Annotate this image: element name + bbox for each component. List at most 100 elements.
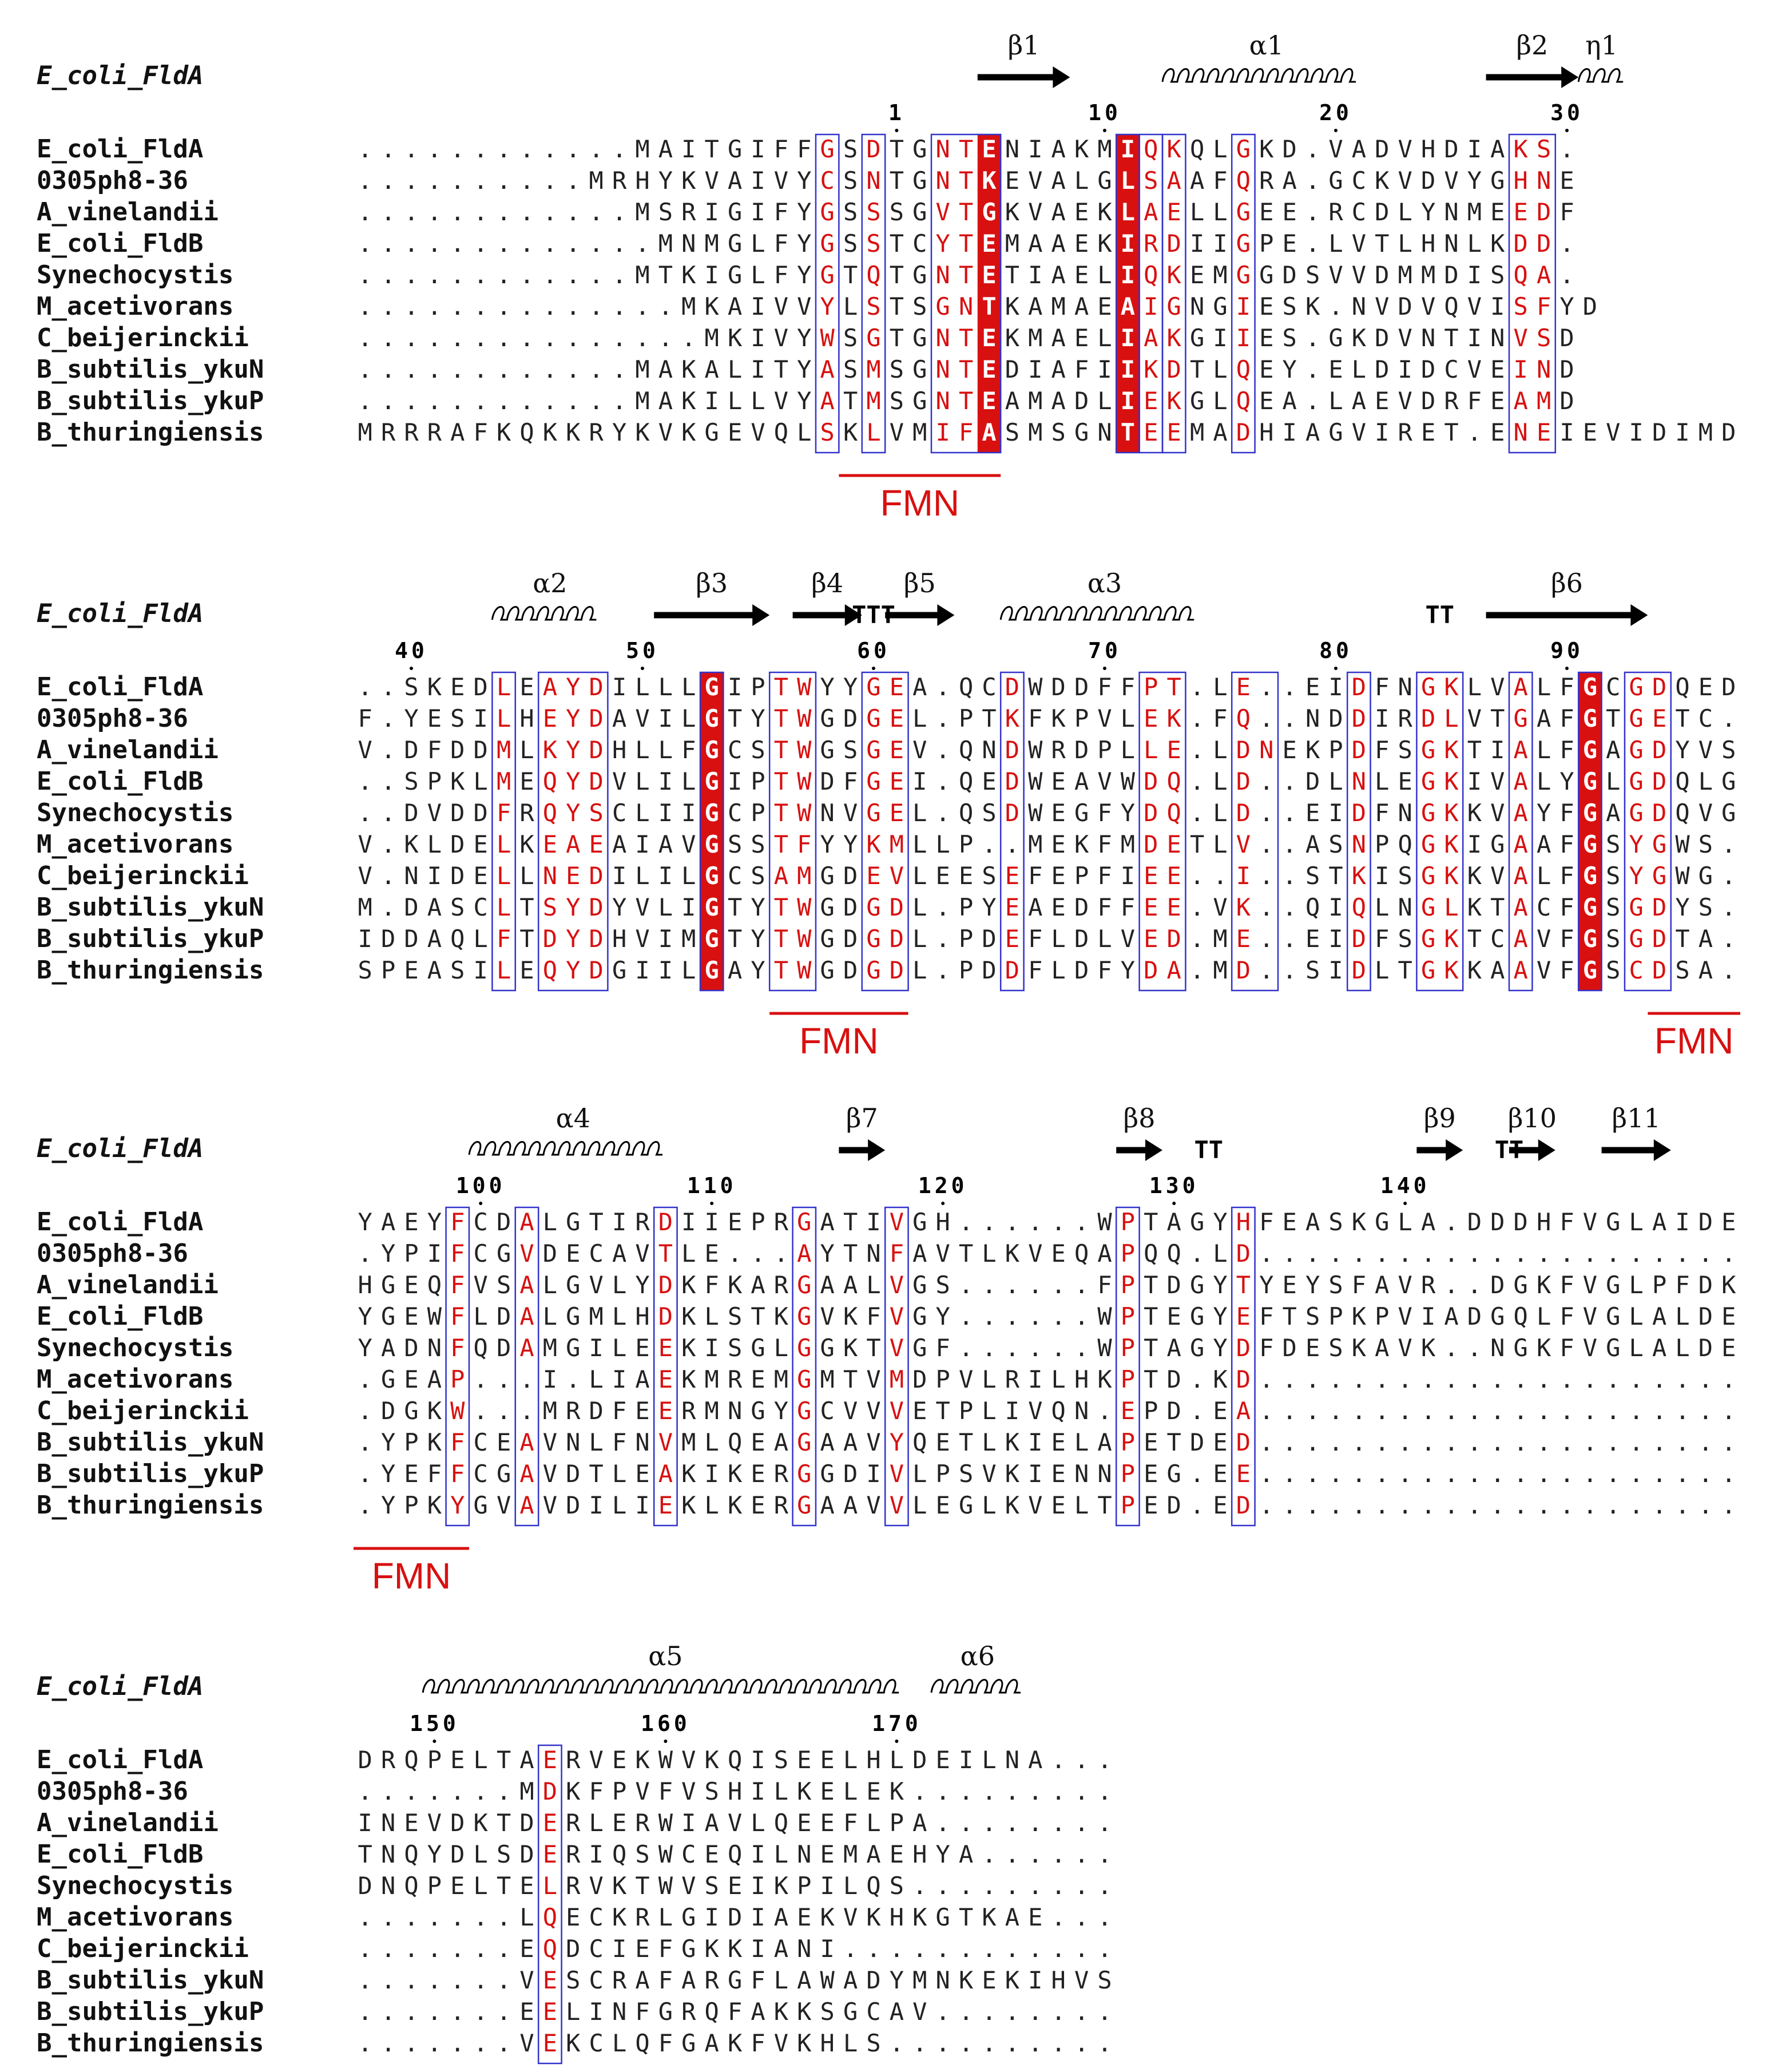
residue: C	[1352, 167, 1366, 195]
identical-column	[700, 672, 724, 991]
residue: N	[635, 1428, 649, 1456]
residue: .	[1283, 1365, 1297, 1393]
residue: S	[1305, 261, 1320, 289]
residue: T	[751, 1302, 765, 1330]
residue: Y	[566, 799, 580, 827]
residue: .	[959, 1777, 973, 1805]
residue: .	[1606, 1428, 1620, 1456]
residue: .	[1375, 1239, 1389, 1267]
residue: D	[1652, 673, 1666, 701]
residue: .	[1283, 1428, 1297, 1456]
turn-marker: TT	[1194, 1136, 1224, 1164]
residue: V	[1121, 925, 1135, 953]
residue: E	[936, 1491, 950, 1519]
residue: A	[1097, 1239, 1112, 1267]
residue: P	[959, 1397, 973, 1425]
residue: L	[1213, 767, 1227, 795]
residue: V	[519, 1239, 534, 1267]
residue: G	[1583, 799, 1597, 827]
residue: .	[1537, 1491, 1551, 1519]
residue: .	[358, 387, 372, 415]
residue: E	[1144, 704, 1158, 732]
residue: K	[681, 387, 696, 415]
residue: M	[890, 830, 904, 858]
residue: K	[1490, 229, 1505, 257]
residue: .	[543, 229, 557, 257]
similarity-box	[861, 671, 909, 992]
residue: F	[1213, 167, 1227, 195]
residue: S	[1675, 956, 1689, 984]
residue: N	[866, 167, 880, 195]
residue: T	[959, 387, 973, 415]
residue: V	[681, 1746, 696, 1774]
residue: D	[1005, 799, 1019, 827]
residue: G	[381, 1271, 395, 1299]
residue: F	[612, 1397, 626, 1425]
residue: Y	[751, 925, 765, 953]
residue: .	[358, 799, 372, 827]
residue: L	[843, 1872, 858, 1900]
residue: Q	[404, 1840, 418, 1868]
residue: V	[1698, 736, 1713, 764]
residue: G	[1606, 1302, 1620, 1330]
residue: F	[705, 1271, 719, 1299]
residue: Y	[1213, 1208, 1227, 1236]
residue: Q	[1144, 261, 1158, 289]
residue: .	[404, 261, 418, 289]
beta-strand-head	[937, 604, 955, 626]
residue: H	[1514, 167, 1528, 195]
residue: L	[635, 862, 649, 890]
residue: E	[982, 229, 996, 257]
residue: .	[728, 1239, 742, 1267]
residue: Q	[959, 799, 973, 827]
residue: .	[1074, 2029, 1089, 2057]
residue: G	[1629, 893, 1644, 921]
residue: A	[1698, 956, 1713, 984]
residue: .	[1675, 1239, 1689, 1267]
residue: A	[797, 1239, 811, 1267]
residue: G	[912, 167, 927, 195]
residue: I	[751, 1935, 765, 1963]
residue: .	[658, 292, 673, 320]
residue: S	[1051, 418, 1066, 446]
residue: M	[358, 418, 372, 446]
residue: Y	[936, 1302, 950, 1330]
residue: A	[1652, 1302, 1666, 1330]
residue: .	[1005, 1302, 1019, 1330]
residue: I	[427, 862, 442, 890]
sequence-name: A_vinelandii	[37, 735, 219, 764]
residue: .	[543, 135, 557, 163]
residue: K	[519, 830, 534, 858]
residue: G	[1421, 862, 1435, 890]
residue: .	[566, 135, 580, 163]
residue: P	[959, 893, 973, 921]
residue: V	[912, 1998, 927, 2026]
residue: .	[1028, 1809, 1042, 1837]
ruler-dot	[1403, 1202, 1407, 1205]
residue: D	[1167, 1365, 1181, 1393]
residue: .	[1328, 1239, 1343, 1267]
residue: S	[1698, 830, 1713, 858]
residue: W	[658, 1746, 673, 1774]
residue: Y	[381, 1428, 395, 1456]
residue: A	[658, 1460, 673, 1488]
residue: I	[1121, 862, 1135, 890]
residue: N	[427, 1334, 442, 1362]
residue: H	[635, 167, 649, 195]
sequence-name: 0305ph8-36	[37, 1777, 188, 1806]
residue: F	[1375, 736, 1389, 764]
residue: .	[1259, 1239, 1273, 1267]
residue: K	[1005, 1428, 1020, 1456]
residue: V	[589, 1271, 604, 1299]
residue: S	[1005, 418, 1019, 446]
residue: L	[866, 1809, 880, 1837]
residue: I	[1121, 387, 1135, 415]
residue: P	[1144, 673, 1158, 701]
ruler-number: 160	[641, 1711, 690, 1736]
residue: L	[1097, 261, 1112, 289]
residue: E	[1213, 1491, 1227, 1519]
residue: .	[497, 198, 511, 226]
